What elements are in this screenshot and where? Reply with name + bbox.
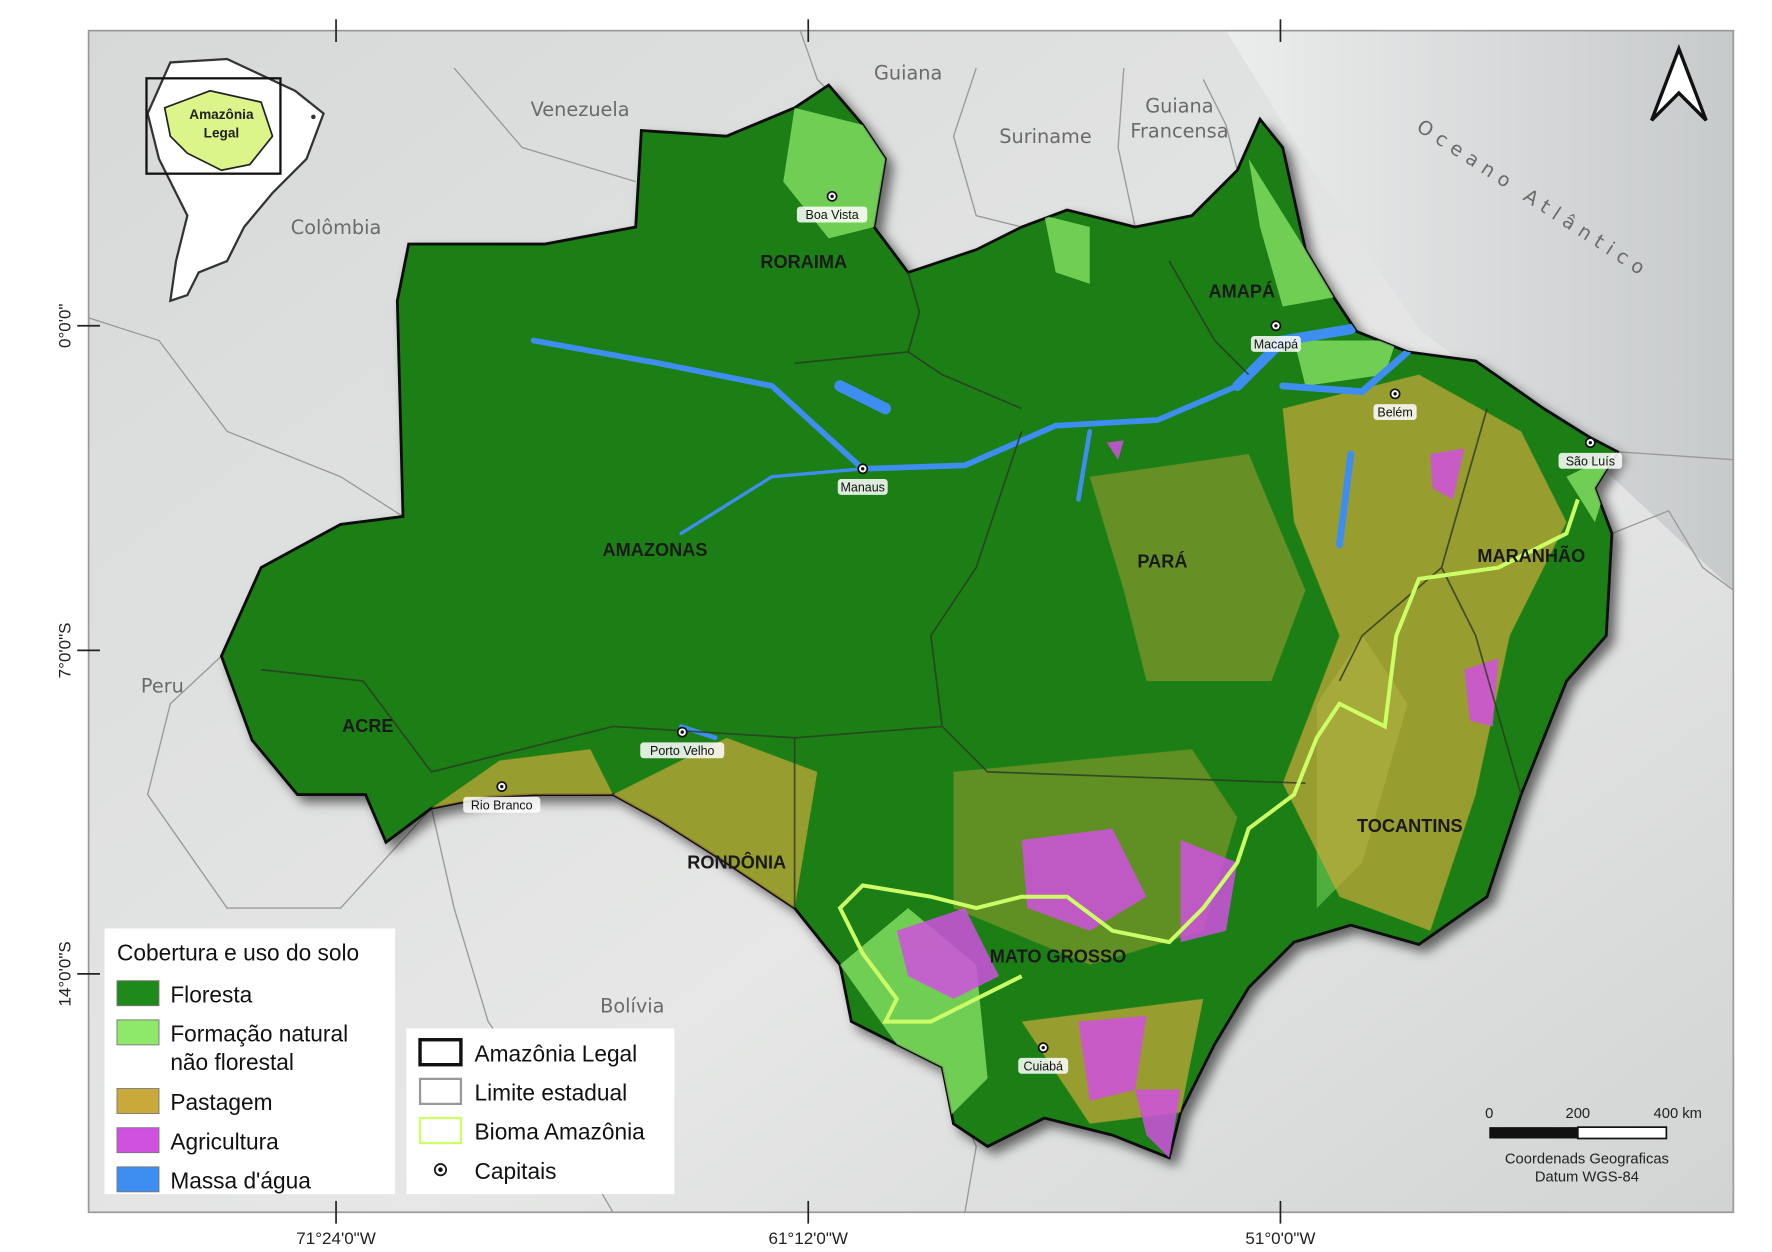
north-arrow-icon: [1650, 44, 1708, 122]
scale-label: 400 km: [1654, 1106, 1702, 1122]
legend-label: Floresta: [170, 981, 252, 1007]
country-label: Colômbia: [291, 216, 382, 239]
capital-label: Boa Vista: [806, 208, 859, 222]
capital-label: São Luís: [1566, 454, 1615, 468]
legend-swatch: [418, 1038, 463, 1067]
legend-label: Formação natural: [170, 1020, 348, 1046]
state-limits: [261, 260, 1522, 909]
country-label: Bolívia: [600, 994, 664, 1017]
legend-label: Agricultura: [170, 1128, 279, 1154]
legend-label: Pastagem: [170, 1089, 272, 1115]
longitude-label: 51°0'0"W: [1245, 1229, 1315, 1248]
state-label: TOCANTINS: [1357, 816, 1463, 836]
legend-label: Limite estadual: [475, 1079, 628, 1105]
legend-land-cover: Cobertura e uso do solo Floresta Formação…: [104, 928, 396, 1195]
state-label: RORAIMA: [760, 252, 847, 272]
state-label: ACRE: [342, 716, 393, 736]
country-label: Venezuela: [531, 98, 630, 121]
capital-label: Belém: [1377, 406, 1412, 420]
scale-label: 0: [1485, 1106, 1493, 1122]
legend-title: Cobertura e uso do solo: [117, 939, 359, 965]
state-label: MARANHÃO: [1477, 545, 1585, 566]
land-cover-layer: [261, 107, 1618, 1158]
legend-label: Bioma Amazônia: [475, 1119, 646, 1145]
latitude-label: 0°0'0": [55, 304, 74, 348]
graticule-ticks: [77, 19, 1282, 1224]
legend-swatch: [116, 1088, 160, 1114]
legend-swatch: [116, 1166, 160, 1193]
inset-label: Amazônia: [189, 107, 254, 122]
scale-label: 200: [1566, 1106, 1591, 1122]
bioma-amazonia-line: [837, 498, 1580, 1024]
latitude-label: 14°0'0"S: [55, 941, 74, 1006]
state-label: RONDÔNIA: [687, 851, 786, 872]
inset-label: Legal: [204, 125, 240, 140]
legend-limits: Amazônia Legal Limite estadual Bioma Amazô…: [406, 1028, 675, 1195]
capital-label: Rio Branco: [471, 798, 533, 812]
country-label: Peru: [141, 674, 184, 697]
capital-label: Manaus: [841, 480, 885, 494]
legend-swatch: [116, 980, 160, 1007]
longitude-label: 71°24'0"W: [296, 1229, 375, 1248]
state-label: PARÁ: [1137, 551, 1187, 572]
longitude-label: 61°12'0"W: [769, 1229, 848, 1248]
scale-bar: 0 200 400 km Coordenads Geograficas Datu…: [1485, 1106, 1702, 1186]
capital-label: Macapá: [1254, 337, 1298, 351]
capital-label: Porto Velho: [650, 744, 715, 758]
legend-swatch: [418, 1116, 463, 1145]
legend-label: não florestal: [170, 1049, 294, 1075]
capital-label: Cuiabá: [1023, 1059, 1063, 1073]
country-label: Guiana: [874, 61, 942, 84]
legend-swatch: [116, 1127, 160, 1154]
state-label: AMAZONAS: [603, 540, 708, 560]
country-label: Suriname: [999, 125, 1091, 148]
legend-label: Massa d'água: [170, 1167, 311, 1193]
country-label: Francensa: [1130, 119, 1228, 142]
credits-text: Coordenads Geograficas: [1505, 1151, 1669, 1167]
agriculture-areas: [896, 440, 1499, 1158]
credits-text: Datum WGS-84: [1535, 1170, 1639, 1186]
rivers: [530, 324, 1411, 741]
legend-label: Amazônia Legal: [475, 1040, 638, 1066]
latitude-label: 7°0'0"S: [55, 622, 74, 678]
inset-map: Amazônia Legal: [145, 57, 325, 303]
legend-label: Capitais: [475, 1158, 557, 1184]
state-label: MATO GROSSO: [990, 947, 1127, 967]
legend-swatch: [116, 1019, 160, 1046]
capitals: Boa Vista Macapá Belém São Luís Manaus Porto …: [463, 190, 1623, 1074]
map-frame: [87, 29, 1735, 1214]
legend-swatch: [418, 1077, 463, 1106]
state-label: AMAPÁ: [1209, 280, 1276, 301]
country-label: Guiana: [1145, 94, 1213, 117]
country-borders: [88, 30, 1734, 1213]
